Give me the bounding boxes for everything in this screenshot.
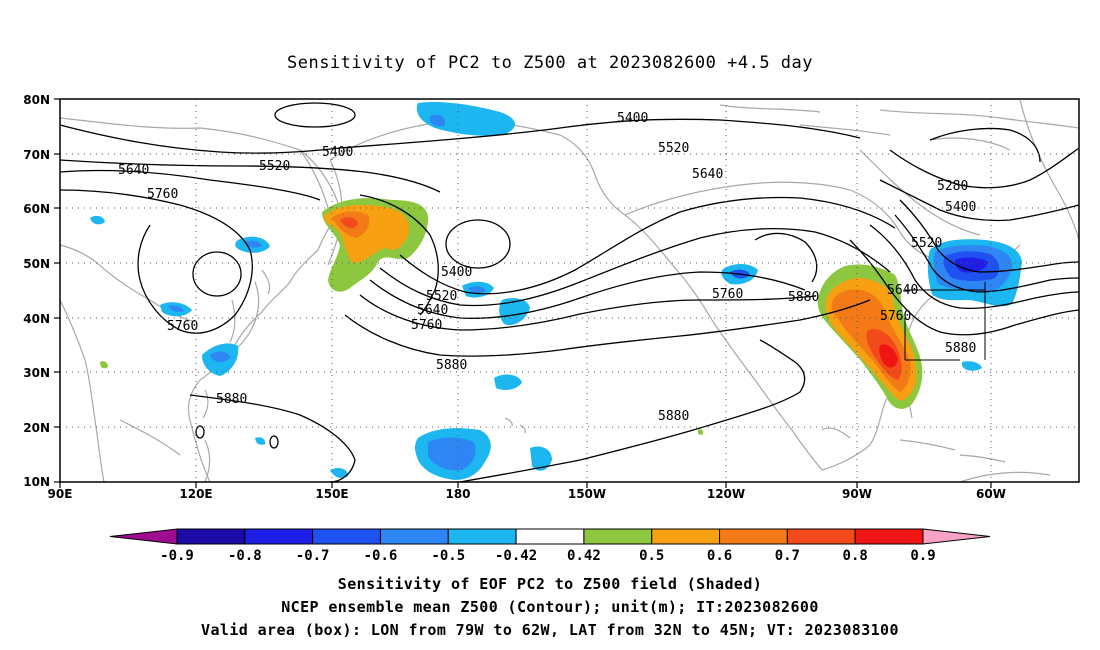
colorbar-label: -0.5: [431, 548, 465, 564]
lat-tick-label: 40N: [23, 312, 50, 326]
map-title: Sensitivity of PC2 to Z500 at 2023082600…: [287, 53, 813, 73]
lat-axis: 80N 70N 60N 50N 40N 30N 20N 10N: [23, 93, 50, 489]
footer-line-valid-area: Valid area (box): LON from 79W to 62W, L…: [201, 621, 899, 639]
lon-tick-label: 120E: [179, 487, 212, 501]
contour-label: 5760: [411, 318, 442, 333]
colorbar-box: [515, 528, 585, 545]
contour-label: 5760: [880, 309, 911, 324]
contour-label: 5520: [658, 141, 689, 156]
footer-line-shading: Sensitivity of EOF PC2 to Z500 field (Sh…: [338, 575, 762, 593]
lon-tick-label: 60W: [976, 487, 1006, 501]
colorbar-high-extend: [922, 528, 991, 545]
lon-tick-label: 150E: [315, 487, 348, 501]
contour-label: 5400: [441, 265, 472, 280]
shade-neg-3c: [210, 351, 230, 363]
footer-line-contour: NCEP ensemble mean Z500 (Contour); unit(…: [281, 598, 819, 616]
shade-neg-1c: [245, 240, 262, 248]
colorbar-label: 0.5: [639, 548, 664, 564]
colorbar-box: [244, 528, 314, 545]
contour-label: 5640: [118, 163, 149, 178]
colorbar-box: [176, 528, 246, 545]
shade-neg-4: [90, 215, 105, 225]
colorbar-box: [854, 528, 924, 545]
lat-tick-label: 50N: [23, 257, 50, 271]
shade-neg-8c: [428, 437, 476, 471]
colorbar-label: -0.42: [495, 548, 537, 564]
sensitivity-shading: [90, 102, 1022, 480]
contour-label: 5760: [167, 319, 198, 334]
contour-labels: 5400 5400 5400 5400 5280 5520 5520 5520 …: [118, 111, 976, 424]
contour-label: 5520: [911, 236, 942, 251]
colorbar-label: -0.8: [228, 548, 262, 564]
contour-label: 5400: [617, 111, 648, 126]
map-frame: [59, 98, 1080, 483]
colorbar: -0.9 -0.8 -0.7 -0.6 -0.5 -0.42 0.42 0.5 0.6 0.7 0.…: [109, 528, 991, 564]
lon-tick-label: 180: [445, 487, 470, 501]
colorbar-label: 0.6: [707, 548, 732, 564]
contour-label: 5520: [259, 159, 290, 174]
lon-tick-label: 150W: [568, 487, 606, 501]
lon-tick-label: 90W: [842, 487, 872, 501]
contour-label: 5400: [322, 145, 353, 160]
shade-neg-10: [330, 468, 348, 478]
shade-pos-nwpac-inner: [340, 217, 358, 229]
colorbar-box: [719, 528, 788, 545]
shade-neg-5c: [468, 286, 486, 293]
colorbar-box: [379, 528, 449, 545]
contour-label: 5880: [436, 358, 467, 373]
shade-pos-small-2: [697, 429, 704, 435]
contour-label: 5760: [147, 187, 178, 202]
shade-neg-2c: [168, 305, 184, 312]
lat-tick-label: 20N: [23, 421, 50, 435]
colorbar-box: [651, 528, 721, 545]
shade-neg-ne-inner: [954, 257, 988, 273]
shade-pos-small-1: [100, 361, 108, 369]
lat-tick-label: 30N: [23, 366, 50, 380]
colorbar-low-extend: [109, 528, 178, 545]
lon-tick-label: 90E: [48, 487, 73, 501]
lon-tick-label: 120W: [707, 487, 745, 501]
z500-contours: [59, 102, 1080, 483]
shade-neg-ne-small: [962, 361, 982, 371]
contour-label: 5640: [887, 283, 918, 298]
lon-axis: 90E 120E 150E 180 150W 120W 90W 60W: [48, 487, 1006, 501]
colorbar-box: [786, 528, 856, 545]
colorbar-label: -0.9: [160, 548, 194, 564]
lat-tick-label: 10N: [23, 475, 50, 489]
lat-tick-label: 70N: [23, 148, 50, 162]
contour-label: 5280: [937, 179, 968, 194]
shade-neg-11: [255, 437, 266, 445]
shade-neg-9: [530, 446, 552, 471]
map-panel: 5400 5400 5400 5400 5280 5520 5520 5520 …: [23, 93, 1080, 501]
contour-label: 5520: [426, 289, 457, 304]
shade-neg-arctic: [416, 102, 516, 136]
shade-neg-arctic-core: [429, 114, 446, 127]
contour-label: 5640: [692, 167, 723, 182]
colorbar-box: [583, 528, 653, 545]
lat-tick-label: 60N: [23, 202, 50, 216]
contour-label: 5880: [216, 392, 247, 407]
colorbar-label: 0.8: [843, 548, 868, 564]
contour-label: 5760: [712, 287, 743, 302]
shade-neg-7: [494, 374, 522, 390]
colorbar-label: -0.6: [364, 548, 398, 564]
shade-pos-us-max: [879, 344, 898, 368]
lat-tick-label: 80N: [23, 93, 50, 107]
colorbar-label: 0.42: [567, 548, 601, 564]
colorbar-box: [447, 528, 517, 545]
colorbar-label: 0.7: [775, 548, 800, 564]
colorbar-label: 0.9: [910, 548, 935, 564]
contour-label: 5880: [658, 409, 689, 424]
coastlines: [59, 99, 1080, 483]
colorbar-label: -0.7: [296, 548, 330, 564]
contour-label: 5880: [945, 341, 976, 356]
contour-label: 5880: [788, 290, 819, 305]
colorbar-box: [312, 528, 381, 545]
tick-marks: [54, 98, 992, 488]
contour-label: 5640: [417, 303, 448, 318]
